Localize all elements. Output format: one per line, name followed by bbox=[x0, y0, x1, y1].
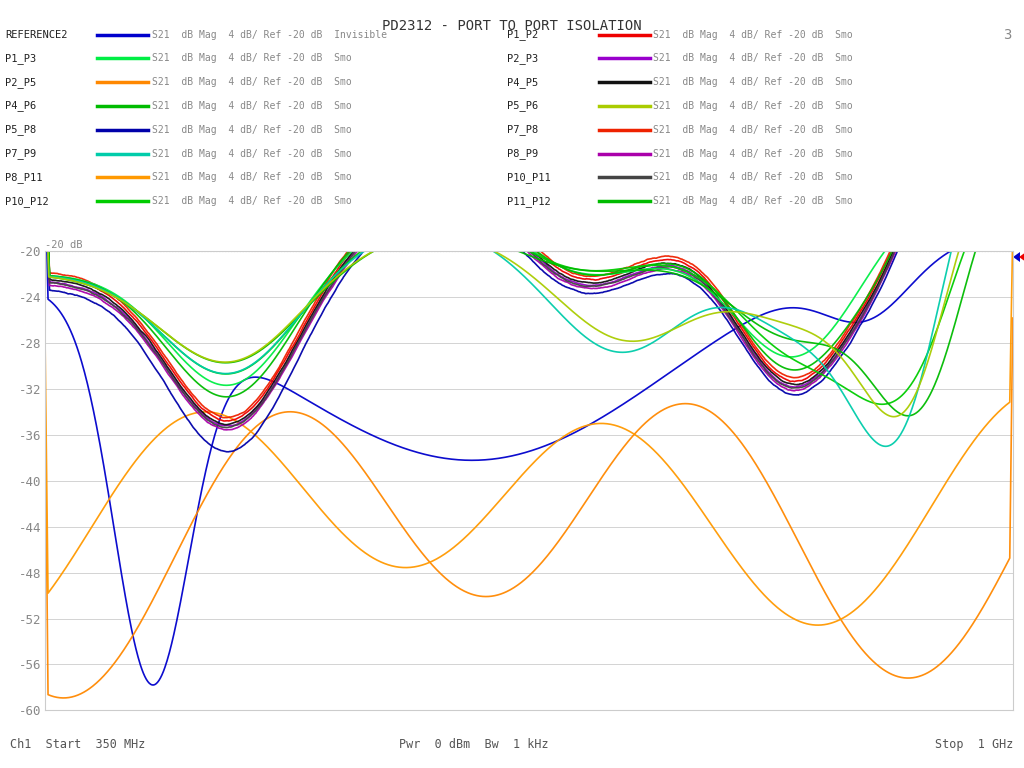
Text: P5_P6: P5_P6 bbox=[507, 101, 539, 111]
Text: P10_P11: P10_P11 bbox=[507, 172, 551, 183]
Text: S21  dB Mag  4 dB/ Ref -20 dB  Smo: S21 dB Mag 4 dB/ Ref -20 dB Smo bbox=[152, 124, 351, 135]
Text: P2_P5: P2_P5 bbox=[5, 77, 37, 88]
Text: S21  dB Mag  4 dB/ Ref -20 dB  Smo: S21 dB Mag 4 dB/ Ref -20 dB Smo bbox=[653, 196, 853, 207]
Text: 3: 3 bbox=[1004, 28, 1012, 41]
Text: S21  dB Mag  4 dB/ Ref -20 dB  Invisible: S21 dB Mag 4 dB/ Ref -20 dB Invisible bbox=[152, 29, 386, 40]
Text: S21  dB Mag  4 dB/ Ref -20 dB  Smo: S21 dB Mag 4 dB/ Ref -20 dB Smo bbox=[653, 101, 853, 111]
Text: S21  dB Mag  4 dB/ Ref -20 dB  Smo: S21 dB Mag 4 dB/ Ref -20 dB Smo bbox=[653, 124, 853, 135]
Text: Pwr  0 dBm  Bw  1 kHz: Pwr 0 dBm Bw 1 kHz bbox=[399, 739, 549, 751]
Text: P5_P8: P5_P8 bbox=[5, 124, 37, 135]
Text: S21  dB Mag  4 dB/ Ref -20 dB  Smo: S21 dB Mag 4 dB/ Ref -20 dB Smo bbox=[653, 148, 853, 159]
Text: P8_P11: P8_P11 bbox=[5, 172, 43, 183]
Text: P1_P3: P1_P3 bbox=[5, 53, 37, 64]
Text: P7_P9: P7_P9 bbox=[5, 148, 37, 159]
Text: S21  dB Mag  4 dB/ Ref -20 dB  Smo: S21 dB Mag 4 dB/ Ref -20 dB Smo bbox=[152, 148, 351, 159]
Text: S21  dB Mag  4 dB/ Ref -20 dB  Smo: S21 dB Mag 4 dB/ Ref -20 dB Smo bbox=[653, 77, 853, 88]
Text: P1_P2: P1_P2 bbox=[507, 29, 539, 40]
Text: P4_P6: P4_P6 bbox=[5, 101, 37, 111]
Text: P11_P12: P11_P12 bbox=[507, 196, 551, 207]
Text: P2_P3: P2_P3 bbox=[507, 53, 539, 64]
Text: Stop  1 GHz: Stop 1 GHz bbox=[935, 739, 1014, 751]
Text: S21  dB Mag  4 dB/ Ref -20 dB  Smo: S21 dB Mag 4 dB/ Ref -20 dB Smo bbox=[152, 77, 351, 88]
Text: P8_P9: P8_P9 bbox=[507, 148, 539, 159]
Text: Ch1  Start  350 MHz: Ch1 Start 350 MHz bbox=[10, 739, 145, 751]
Text: S21  dB Mag  4 dB/ Ref -20 dB  Smo: S21 dB Mag 4 dB/ Ref -20 dB Smo bbox=[152, 53, 351, 64]
Text: S21  dB Mag  4 dB/ Ref -20 dB  Smo: S21 dB Mag 4 dB/ Ref -20 dB Smo bbox=[152, 172, 351, 183]
Text: S21  dB Mag  4 dB/ Ref -20 dB  Smo: S21 dB Mag 4 dB/ Ref -20 dB Smo bbox=[653, 53, 853, 64]
Text: P7_P8: P7_P8 bbox=[507, 124, 539, 135]
Text: S21  dB Mag  4 dB/ Ref -20 dB  Smo: S21 dB Mag 4 dB/ Ref -20 dB Smo bbox=[152, 196, 351, 207]
Text: P10_P12: P10_P12 bbox=[5, 196, 49, 207]
Text: S21  dB Mag  4 dB/ Ref -20 dB  Smo: S21 dB Mag 4 dB/ Ref -20 dB Smo bbox=[152, 101, 351, 111]
Text: S21  dB Mag  4 dB/ Ref -20 dB  Smo: S21 dB Mag 4 dB/ Ref -20 dB Smo bbox=[653, 29, 853, 40]
Text: -20 dB: -20 dB bbox=[45, 240, 83, 250]
Text: PD2312 - PORT TO PORT ISOLATION: PD2312 - PORT TO PORT ISOLATION bbox=[382, 19, 642, 33]
Text: S21  dB Mag  4 dB/ Ref -20 dB  Smo: S21 dB Mag 4 dB/ Ref -20 dB Smo bbox=[653, 172, 853, 183]
Text: REFERENCE2: REFERENCE2 bbox=[5, 29, 68, 40]
Text: P4_P5: P4_P5 bbox=[507, 77, 539, 88]
